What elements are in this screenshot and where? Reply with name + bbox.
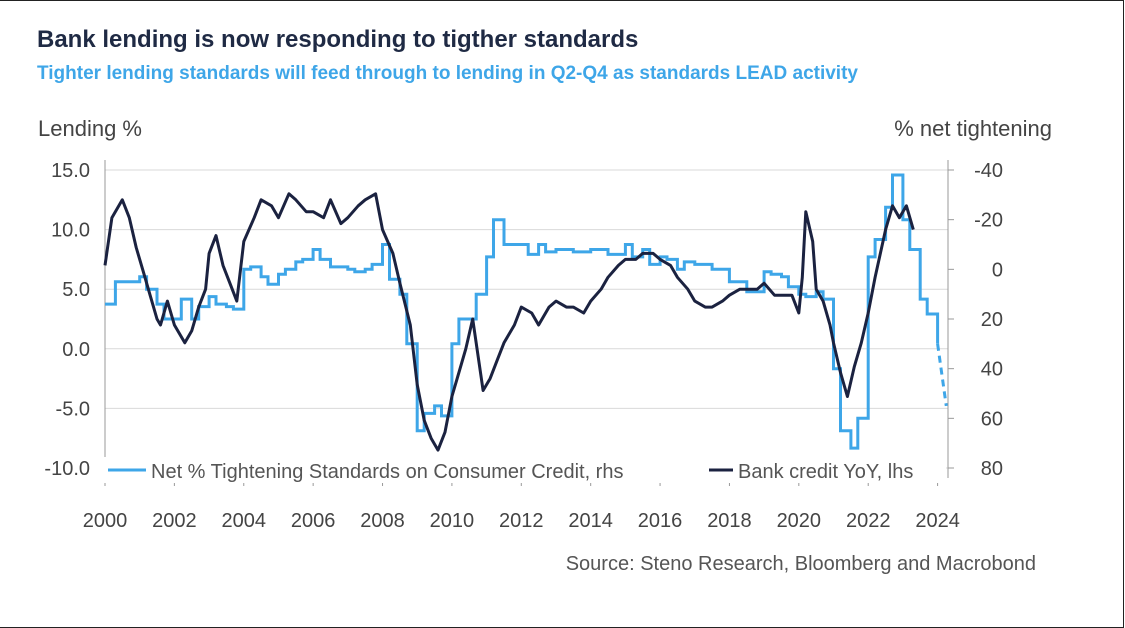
x-tick-label: 2018: [707, 510, 752, 532]
x-tick-label: 2022: [846, 510, 891, 532]
chart-subtitle: Tighter lending standards will feed thro…: [37, 63, 858, 84]
grid-lines: [105, 169, 948, 469]
y-right-tick-labels: -40 -20 0 20 40 60 80: [974, 160, 1003, 480]
chart-title: Bank lending is now responding to tigthe…: [37, 26, 639, 53]
y-left-tick-labels: 15.0 10.0 5.0 0.0 -5.0 -10.0: [44, 160, 90, 480]
legend-label-tightening: Net % Tightening Standards on Consumer C…: [151, 461, 623, 483]
series-forecast-tightening: [936, 343, 948, 407]
legend-label-credit: Bank credit YoY, lhs: [738, 461, 913, 483]
axes: [104, 160, 954, 486]
x-tick-label: 2002: [152, 510, 197, 532]
y-left-tick-label: 10.0: [51, 220, 90, 242]
series-line-tightening: [105, 173, 940, 450]
y-axis-left-label: Lending %: [38, 116, 142, 141]
series-line-credit: [103, 192, 915, 452]
y-right-tick-label: 20: [981, 309, 1003, 331]
legend-background: [104, 457, 946, 483]
y-left-tick-label: 15.0: [51, 160, 90, 182]
x-tick-label: 2004: [222, 510, 267, 532]
x-tick-label: 2014: [568, 510, 613, 532]
x-tick-label: 2024: [915, 510, 960, 532]
y-left-tick-label: -10.0: [44, 458, 90, 480]
y-left-tick-label: 0.0: [62, 339, 90, 361]
y-right-tick-label: 60: [981, 408, 1003, 430]
x-tick-label: 2012: [499, 510, 544, 532]
y-left-tick-label: 5.0: [62, 279, 90, 301]
series-lines: [103, 173, 948, 452]
y-axis-right-label: % net tightening: [894, 116, 1052, 141]
x-tick-label: 2010: [430, 510, 475, 532]
x-tick-labels: 2000 2002 2004 2006 2008 2010 2012 2014 2016 2018…: [83, 510, 960, 532]
x-tick-label: 2008: [360, 510, 405, 532]
x-tick-label: 2006: [291, 510, 336, 532]
x-tick-label: 2016: [638, 510, 683, 532]
y-right-tick-label: 40: [981, 359, 1003, 381]
legend: Net % Tightening Standards on Consumer C…: [104, 457, 946, 483]
source-note: Source: Steno Research, Bloomberg and Ma…: [566, 553, 1036, 575]
y-right-tick-label: 0: [992, 259, 1003, 281]
x-tick-label: 2000: [83, 510, 128, 532]
y-left-tick-label: -5.0: [56, 398, 90, 420]
y-right-tick-label: -20: [974, 210, 1003, 232]
y-right-tick-label: -40: [974, 160, 1003, 182]
x-tick-label: 2020: [777, 510, 822, 532]
y-right-tick-label: 80: [981, 458, 1003, 480]
